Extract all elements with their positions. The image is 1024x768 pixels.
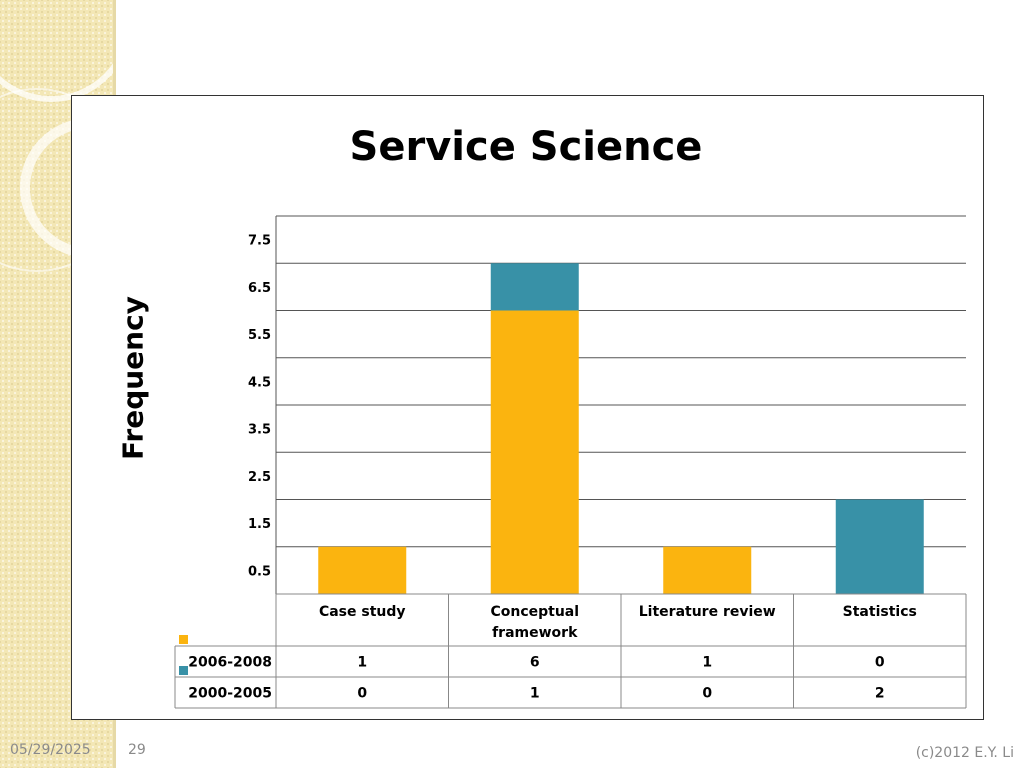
x-tick-label: Conceptual: [490, 604, 579, 620]
bar: [490, 310, 579, 594]
data-label: 6: [530, 655, 540, 671]
y-tick-label: 5.5: [248, 328, 271, 343]
legend-label: 2000-2005: [188, 686, 272, 702]
bar: [835, 499, 924, 594]
y-tick-label: 0.5: [248, 564, 271, 579]
y-tick-label: 4.5: [248, 375, 271, 390]
data-label: 2: [875, 686, 885, 702]
bar: [318, 546, 407, 594]
y-tick-label: 6.5: [248, 281, 271, 296]
data-label: 0: [875, 655, 885, 671]
y-tick-label: 7.5: [248, 234, 271, 249]
y-tick-label: 1.5: [248, 517, 271, 532]
data-label: 1: [530, 686, 540, 702]
data-label: 0: [702, 686, 712, 702]
x-tick-label: Statistics: [843, 604, 917, 620]
chart-title: Service Science: [349, 124, 703, 170]
x-tick-label: Literature review: [639, 604, 776, 620]
y-tick-label: 2.5: [248, 470, 271, 485]
legend-label: 2006-2008: [188, 655, 272, 671]
x-tick-label: framework: [492, 625, 578, 641]
x-tick-label: Case study: [319, 604, 406, 620]
page-number: 29: [128, 742, 146, 758]
legend-key: [179, 666, 188, 675]
footer-date: 05/29/2025: [10, 742, 91, 758]
data-label: 1: [702, 655, 712, 671]
bar: [490, 263, 579, 311]
copyright-text: (c)2012 E.Y. Li: [915, 745, 1014, 761]
data-label: 1: [357, 655, 367, 671]
y-tick-label: 3.5: [248, 423, 271, 438]
legend-key: [179, 635, 188, 644]
data-label: 0: [357, 686, 367, 702]
bar: [663, 546, 752, 594]
